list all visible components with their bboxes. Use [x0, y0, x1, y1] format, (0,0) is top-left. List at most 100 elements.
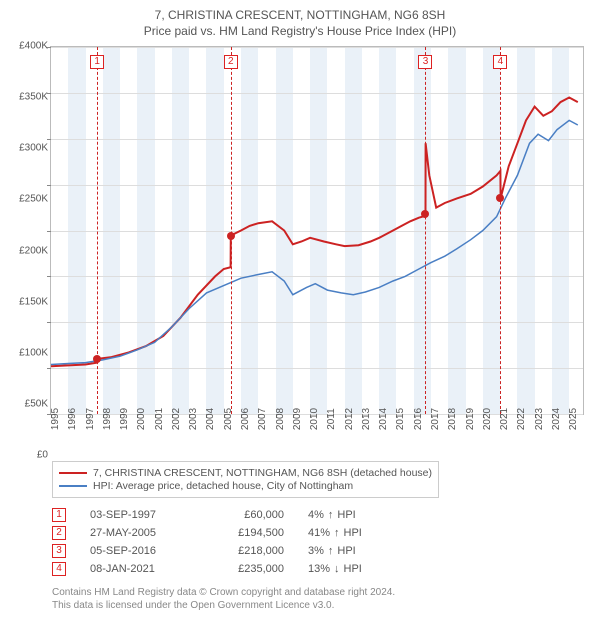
chart-area: £0£50K£100K£150K£200K£250K£300K£350K£400…: [10, 46, 590, 455]
x-axis-label: 2021: [499, 408, 510, 430]
sale-index: 1: [52, 508, 66, 522]
sale-index: 4: [52, 562, 66, 576]
sale-row: 1 03-SEP-1997 £60,000 4%↑HPI: [52, 508, 590, 522]
sale-marker-dot: [227, 232, 235, 240]
y-tick: [47, 185, 51, 186]
sale-marker-line: [500, 47, 501, 414]
sales-table: 1 03-SEP-1997 £60,000 4%↑HPI 2 27-MAY-2005 £19…: [52, 504, 590, 580]
sale-marker-line: [231, 47, 232, 414]
x-axis-label: 2001: [154, 408, 165, 430]
x-axis-label: 2023: [534, 408, 545, 430]
footer-line: This data is licensed under the Open Gov…: [52, 599, 590, 612]
x-axis-label: 2019: [465, 408, 476, 430]
x-axis-label: 1998: [102, 408, 113, 430]
x-axis-label: 2017: [430, 408, 441, 430]
x-axis: 1995199619971998199920002001200220032004…: [50, 415, 584, 455]
x-axis-label: 2012: [344, 408, 355, 430]
sale-marker-dot: [421, 210, 429, 218]
sale-price: £218,000: [214, 545, 284, 557]
sale-marker-dot: [496, 194, 504, 202]
arrow-icon: ↑: [328, 545, 334, 557]
x-axis-label: 2016: [413, 408, 424, 430]
y-tick: [47, 231, 51, 232]
footer-attribution: Contains HM Land Registry data © Crown c…: [52, 586, 590, 612]
y-tick: [47, 368, 51, 369]
chart-title: 7, CHRISTINA CRESCENT, NOTTINGHAM, NG6 8…: [10, 8, 590, 22]
sale-row: 2 27-MAY-2005 £194,500 41%↑HPI: [52, 526, 590, 540]
legend-label: HPI: Average price, detached house, City…: [93, 480, 353, 492]
x-axis-label: 2022: [516, 408, 527, 430]
x-axis-label: 2004: [205, 408, 216, 430]
line-layer: [51, 47, 583, 414]
x-axis-label: 2008: [275, 408, 286, 430]
y-tick: [47, 276, 51, 277]
sale-marker-line: [425, 47, 426, 414]
sale-date: 08-JAN-2021: [90, 563, 190, 575]
y-axis-label: £250K: [19, 194, 48, 205]
x-axis-label: 2025: [568, 408, 579, 430]
x-axis-label: 2006: [240, 408, 251, 430]
y-axis-label: £300K: [19, 143, 48, 154]
chart-subtitle: Price paid vs. HM Land Registry's House …: [10, 24, 590, 38]
x-axis-label: 1995: [50, 408, 61, 430]
y-tick: [47, 139, 51, 140]
sale-date: 05-SEP-2016: [90, 545, 190, 557]
legend: 7, CHRISTINA CRESCENT, NOTTINGHAM, NG6 8…: [52, 461, 439, 498]
sale-marker-index: 3: [418, 55, 432, 69]
sale-index: 3: [52, 544, 66, 558]
x-axis-label: 2005: [223, 408, 234, 430]
sale-date: 03-SEP-1997: [90, 509, 190, 521]
sale-diff: 13%↓HPI: [308, 563, 398, 575]
y-axis-label: £350K: [19, 92, 48, 103]
y-axis-label: £50K: [25, 398, 48, 409]
y-axis-label: £200K: [19, 245, 48, 256]
legend-item: HPI: Average price, detached house, City…: [59, 480, 432, 492]
x-axis-label: 2014: [378, 408, 389, 430]
y-tick: [47, 93, 51, 94]
legend-swatch: [59, 472, 87, 474]
series-line: [51, 120, 578, 364]
arrow-icon: ↓: [334, 563, 340, 575]
x-axis-label: 2010: [309, 408, 320, 430]
sale-row: 408-JAN-2021£235,00013%↓HPI: [52, 562, 590, 576]
legend-swatch: [59, 485, 87, 487]
sale-price: £194,500: [214, 527, 284, 539]
legend-label: 7, CHRISTINA CRESCENT, NOTTINGHAM, NG6 8…: [93, 467, 432, 479]
y-axis-label: £150K: [19, 296, 48, 307]
sale-date: 27-MAY-2005: [90, 527, 190, 539]
x-axis-label: 2018: [447, 408, 458, 430]
x-axis-label: 2024: [551, 408, 562, 430]
x-axis-label: 2011: [326, 408, 337, 430]
x-axis-label: 1997: [85, 408, 96, 430]
chart-container: 7, CHRISTINA CRESCENT, NOTTINGHAM, NG6 8…: [0, 0, 600, 620]
x-axis-label: 1996: [67, 408, 78, 430]
sale-price: £60,000: [214, 509, 284, 521]
sale-diff: 41%↑HPI: [308, 527, 398, 539]
x-axis-label: 2003: [188, 408, 199, 430]
legend-item: 7, CHRISTINA CRESCENT, NOTTINGHAM, NG6 8…: [59, 467, 432, 479]
y-axis-label: £400K: [19, 41, 48, 52]
sale-row: 3 05-SEP-2016 £218,000 3%↑HPI: [52, 544, 590, 558]
x-axis-label: 2000: [136, 408, 147, 430]
sale-marker-index: 2: [224, 55, 238, 69]
sale-marker-dot: [93, 355, 101, 363]
x-axis-label: 2015: [395, 408, 406, 430]
y-tick: [47, 47, 51, 48]
x-axis-label: 2002: [171, 408, 182, 430]
x-axis-label: 2020: [482, 408, 493, 430]
y-axis-label: £0: [37, 450, 48, 461]
y-axis-label: £100K: [19, 347, 48, 358]
sale-index: 2: [52, 526, 66, 540]
y-axis: £0£50K£100K£150K£200K£250K£300K£350K£400…: [10, 46, 50, 455]
series-line: [51, 98, 578, 367]
sale-marker-index: 1: [90, 55, 104, 69]
x-axis-label: 2013: [361, 408, 372, 430]
y-tick: [47, 322, 51, 323]
arrow-icon: ↑: [334, 527, 340, 539]
x-axis-label: 2009: [292, 408, 303, 430]
arrow-icon: ↑: [328, 509, 334, 521]
sale-diff: 3%↑HPI: [308, 545, 398, 557]
sale-diff: 4%↑HPI: [308, 509, 398, 521]
plot-area: 1234: [50, 46, 584, 415]
footer-line: Contains HM Land Registry data © Crown c…: [52, 586, 590, 599]
